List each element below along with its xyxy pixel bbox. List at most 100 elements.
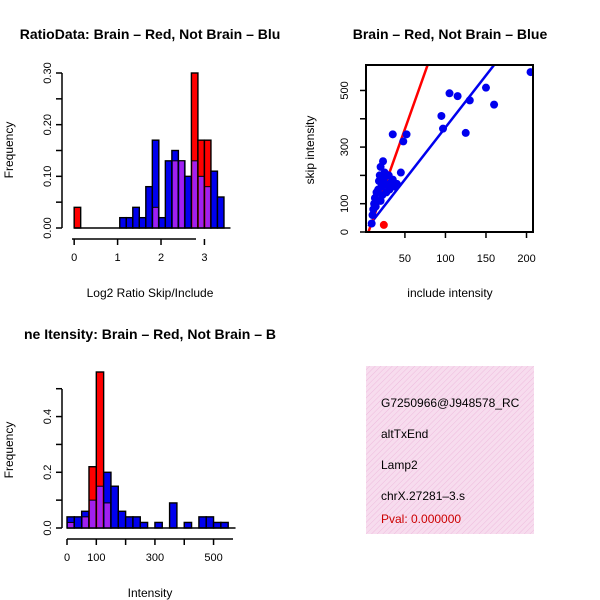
intensity-scatter: Brain – Red, Not Brain – Blue 0100300500… (303, 26, 547, 300)
y-tick-label: 100 (339, 195, 351, 213)
y-tick-label: 0.30 (42, 62, 54, 83)
y-tick-label: 0 (339, 229, 351, 235)
hist-bar-overlap (205, 186, 210, 228)
hist-bar-not-brain (132, 206, 141, 229)
scatter-point-not-brain (465, 96, 474, 105)
intensity-histogram-title: ne Itensity: Brain – Red, Not Brain – B (24, 326, 276, 342)
intensity-histogram-xlabel: Intensity (128, 586, 173, 600)
scatter-point-not-brain (453, 92, 462, 101)
hist-bar-overlap (192, 160, 197, 228)
ratio-histogram-x-axis: 0 1 2 3 (71, 238, 207, 264)
hist-bar-not-brain (119, 216, 127, 229)
info-panel-background (366, 366, 534, 534)
scatter-frame (365, 64, 534, 233)
scatter-point-not-brain (445, 89, 454, 98)
scatter-point-not-brain (437, 111, 446, 120)
info-location: chrX.27281–3.s (381, 489, 465, 503)
hist-bar-not-brain (132, 516, 141, 529)
hist-bar-not-brain (216, 196, 225, 229)
scatter-point-not-brain (461, 128, 470, 137)
hist-bar-not-brain (158, 216, 167, 229)
x-tick-label: 0 (71, 252, 77, 264)
intensity-histogram-bars (66, 371, 236, 529)
scatter-xlabel: include intensity (407, 286, 492, 300)
x-tick-label: 50 (399, 253, 411, 265)
intensity-histogram-x-axis: 0 100 300 500 (64, 538, 233, 564)
hist-bar-overlap (82, 516, 88, 528)
info-event-type: altTxEnd (381, 427, 428, 441)
scatter-plot-area (367, 65, 533, 232)
hist-bar-not-brain (145, 185, 154, 229)
ratio-histogram: RatioData: Brain – Red, Not Brain – Blu … (2, 26, 280, 300)
hist-bar-not-brain (125, 216, 134, 229)
y-tick-label: 0.0 (42, 520, 54, 535)
x-tick-label: 100 (87, 552, 105, 564)
hist-bar-not-brain (110, 485, 119, 529)
hist-bar-not-brain (124, 516, 134, 529)
y-tick-label: 0.2 (42, 465, 54, 480)
hist-bar-overlap (172, 160, 178, 228)
hist-bar-not-brain (212, 521, 222, 529)
ratio-histogram-bars (73, 72, 231, 229)
intensity-histogram: ne Itensity: Brain – Red, Not Brain – B … (2, 326, 276, 600)
hist-bar-not-brain (210, 170, 219, 229)
x-tick-label: 1 (115, 252, 121, 264)
y-tick-label: 0.00 (42, 217, 54, 238)
hist-bar-overlap (179, 160, 184, 228)
hist-bar-not-brain (138, 216, 147, 229)
hist-bar-not-brain (168, 502, 178, 529)
hist-bar-not-brain (184, 175, 193, 229)
info-gene-name: Lamp2 (381, 458, 418, 472)
hist-bar-overlap (153, 207, 158, 228)
scatter-point-not-brain (379, 157, 388, 166)
scatter-point-not-brain (526, 68, 533, 77)
info-pval: Pval: 0.000000 (381, 512, 461, 526)
hist-bar-not-brain (117, 510, 127, 529)
scatter-point-brain (379, 220, 388, 229)
hist-bar-not-brain (198, 516, 207, 529)
scatter-point-not-brain (399, 137, 408, 146)
y-tick-label: 0.4 (42, 409, 54, 424)
ratio-histogram-y-axis: 0.00 0.10 0.20 0.30 (42, 62, 63, 239)
fit-line-not-brain (367, 65, 496, 228)
info-panel: G7250966@J948578_RC altTxEnd Lamp2 chrX.… (366, 366, 534, 534)
ratio-histogram-title: RatioData: Brain – Red, Not Brain – Blu (20, 26, 281, 42)
hist-bar-overlap (97, 486, 103, 528)
ratio-histogram-ylabel: Frequency (2, 122, 16, 179)
y-tick-label: 0.10 (42, 166, 54, 187)
scatter-point-not-brain (376, 196, 385, 205)
scatter-point-not-brain (392, 179, 401, 188)
scatter-y-axis: 0 100 300 500 (339, 81, 366, 235)
y-tick-label: 0.20 (42, 114, 54, 135)
scatter-point-not-brain (396, 168, 405, 177)
scatter-point-not-brain (367, 219, 376, 228)
x-tick-label: 200 (517, 253, 535, 265)
hist-bar-not-brain (220, 521, 229, 529)
y-tick-label: 300 (339, 138, 351, 156)
x-tick-label: 300 (146, 552, 164, 564)
scatter-point-not-brain (490, 100, 499, 109)
hist-bar-overlap (198, 176, 204, 228)
hist-bar-overlap (68, 522, 74, 528)
x-tick-label: 500 (204, 552, 222, 564)
hist-bar-overlap (89, 500, 96, 528)
x-tick-label: 0 (64, 552, 70, 564)
scatter-point-not-brain (402, 130, 411, 139)
hist-bar-not-brain (164, 160, 173, 229)
ratio-histogram-xlabel: Log2 Ratio Skip/Include (87, 286, 214, 300)
x-tick-label: 150 (477, 253, 495, 265)
hist-bar-not-brain (73, 516, 83, 529)
hist-bar-not-brain (183, 521, 193, 529)
scatter-point-not-brain (388, 130, 397, 139)
hist-bar-not-brain (154, 521, 163, 529)
hist-bar-overlap (104, 502, 110, 528)
x-tick-label: 3 (201, 252, 207, 264)
x-tick-label: 100 (436, 253, 454, 265)
hist-bar-not-brain (205, 516, 215, 529)
intensity-histogram-ylabel: Frequency (2, 422, 16, 479)
scatter-title: Brain – Red, Not Brain – Blue (353, 26, 548, 42)
scatter-point-not-brain (439, 124, 448, 133)
y-tick-label: 500 (339, 81, 351, 99)
scatter-x-axis: 50 100 150 200 (399, 232, 536, 265)
